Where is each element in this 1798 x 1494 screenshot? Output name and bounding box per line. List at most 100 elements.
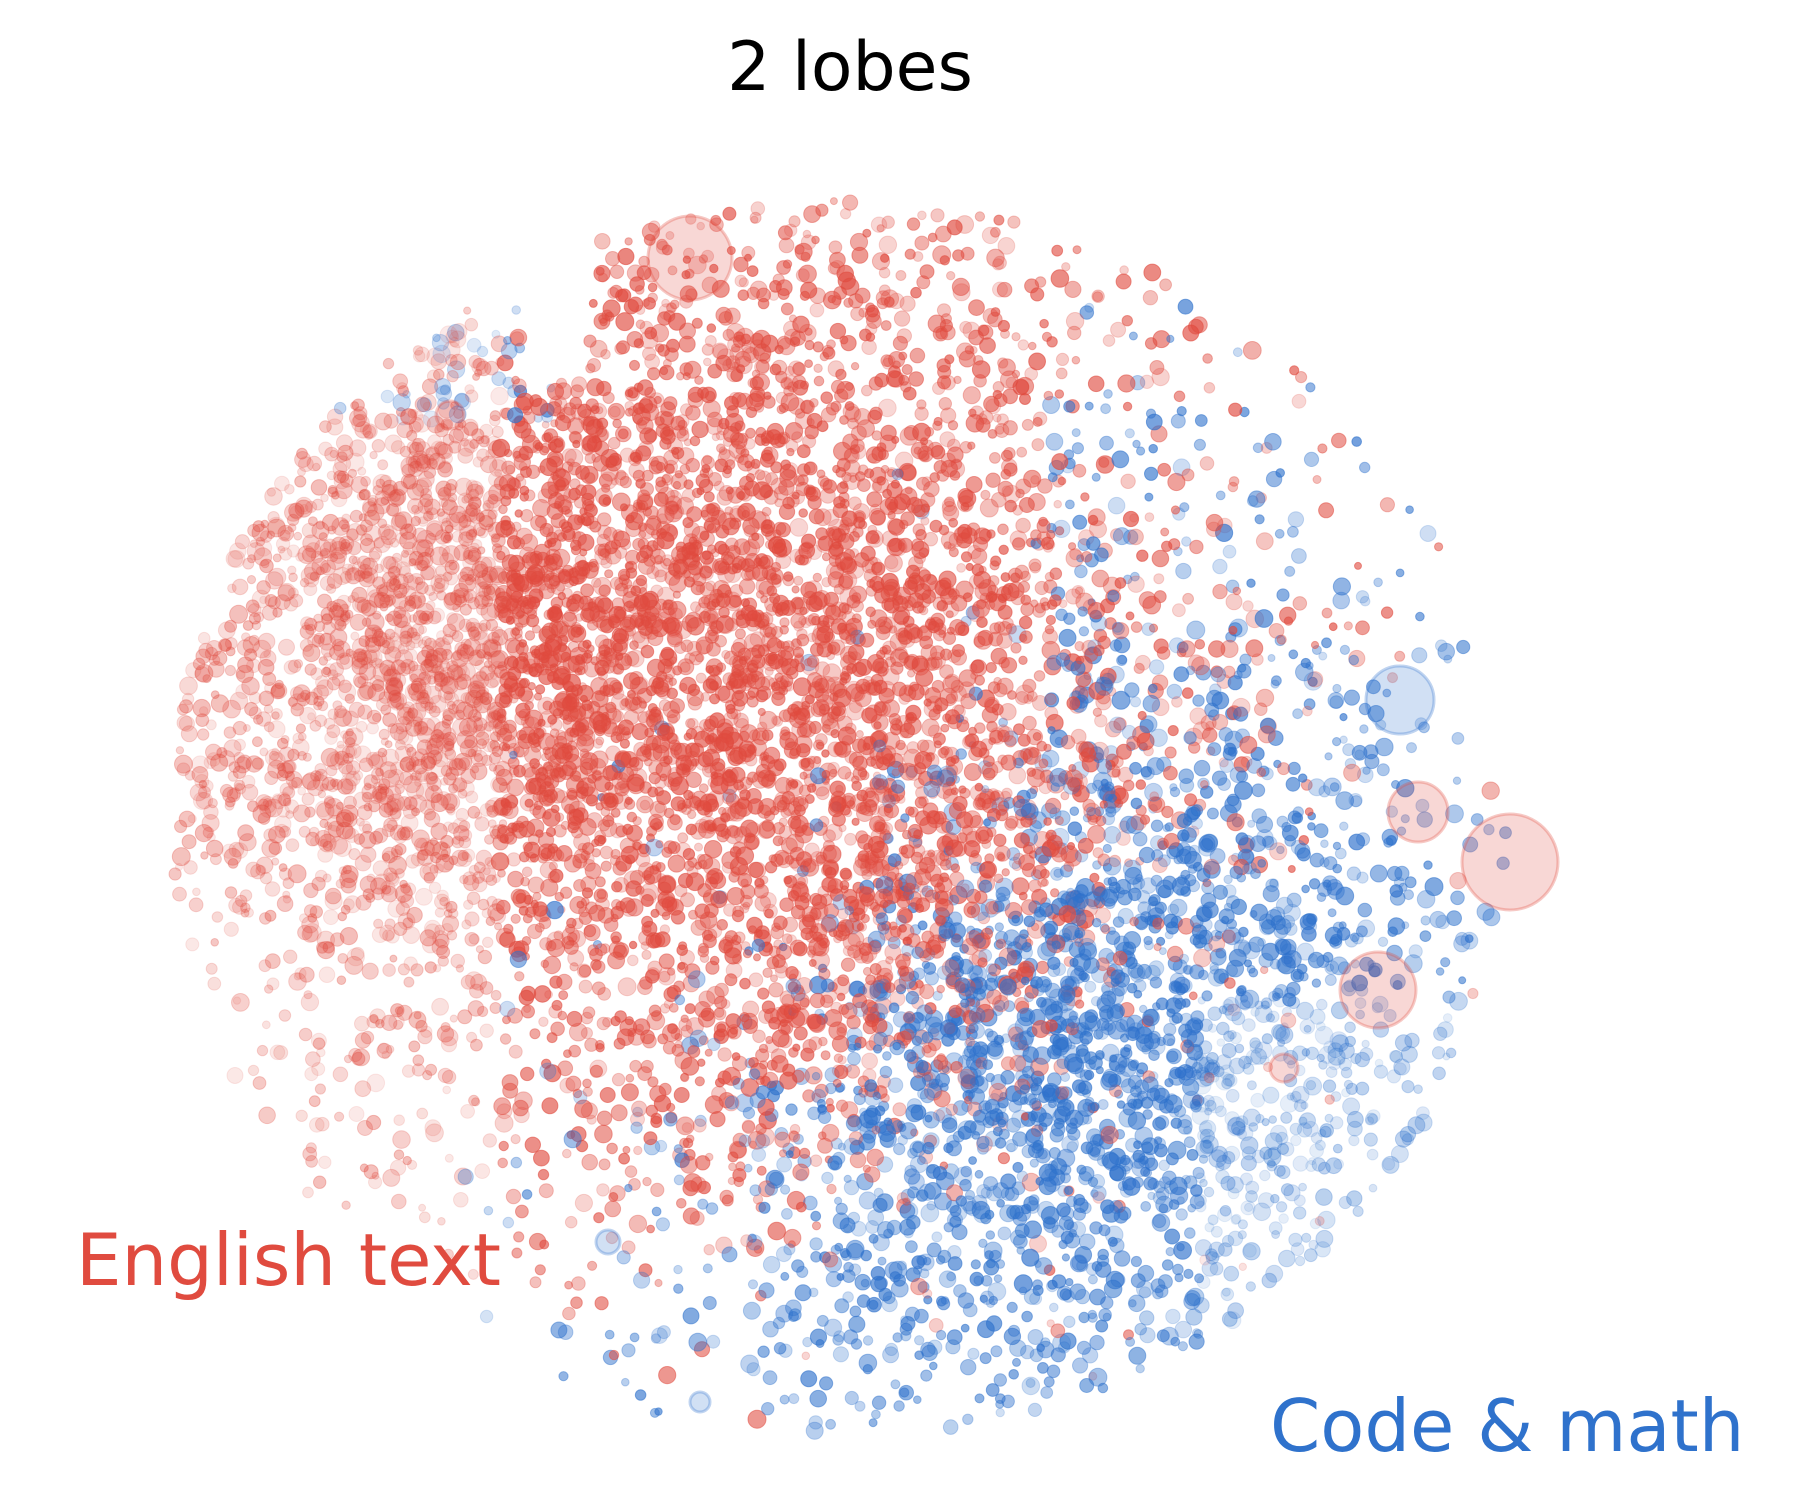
point-english-text bbox=[785, 422, 804, 441]
point-code-math bbox=[1141, 1141, 1154, 1154]
point-english-text bbox=[409, 460, 423, 473]
point-english-text bbox=[513, 1231, 525, 1243]
point-code-math bbox=[1102, 843, 1112, 854]
point-code-math bbox=[858, 1353, 878, 1373]
point-code-math bbox=[1419, 930, 1432, 942]
point-code-math bbox=[827, 1155, 843, 1171]
point-code-math bbox=[1192, 1019, 1204, 1031]
point-english-text bbox=[844, 771, 855, 782]
point-english-text bbox=[348, 555, 358, 565]
point-english-text bbox=[223, 921, 239, 937]
point-english-text bbox=[1188, 741, 1201, 754]
point-english-text bbox=[793, 575, 804, 586]
point-code-math bbox=[1103, 1279, 1123, 1299]
point-english-text bbox=[617, 247, 635, 266]
point-english-text bbox=[271, 857, 280, 866]
point-english-text bbox=[997, 237, 1016, 255]
point-english-text bbox=[457, 447, 474, 464]
point-code-math bbox=[1045, 432, 1064, 451]
point-code-math bbox=[1405, 505, 1414, 515]
point-english-text bbox=[666, 1102, 676, 1113]
point-english-text bbox=[938, 397, 952, 411]
point-english-text bbox=[1173, 390, 1186, 403]
point-english-text bbox=[583, 923, 601, 942]
point-code-math bbox=[743, 1163, 753, 1173]
point-english-text bbox=[695, 639, 711, 655]
point-english-text bbox=[267, 567, 287, 587]
point-english-text bbox=[278, 825, 292, 838]
point-code-math bbox=[1179, 777, 1195, 793]
point-english-text bbox=[956, 563, 966, 573]
point-english-text bbox=[593, 1212, 605, 1224]
point-english-text bbox=[1151, 549, 1170, 568]
point-english-text bbox=[463, 306, 472, 315]
point-code-math bbox=[1435, 967, 1445, 976]
point-english-text bbox=[252, 1076, 267, 1090]
point-code-math bbox=[1382, 1157, 1396, 1171]
point-code-math bbox=[1394, 1034, 1413, 1052]
point-code-math bbox=[970, 972, 979, 982]
point-english-text bbox=[443, 860, 454, 871]
point-english-text bbox=[1031, 438, 1045, 452]
point-english-text bbox=[803, 461, 818, 476]
point-english-text bbox=[278, 638, 295, 656]
point-english-text bbox=[537, 852, 549, 864]
point-english-text bbox=[804, 359, 813, 369]
point-english-text bbox=[510, 913, 521, 924]
point-code-math bbox=[1361, 1039, 1370, 1049]
point-english-text bbox=[1035, 960, 1050, 975]
point-code-math bbox=[1137, 1264, 1155, 1282]
point-code-math bbox=[1057, 772, 1068, 783]
point-code-math bbox=[1129, 761, 1142, 775]
point-code-math bbox=[1005, 1117, 1022, 1133]
point-english-text bbox=[650, 908, 660, 919]
point-english-text bbox=[754, 469, 766, 481]
point-code-math bbox=[1257, 859, 1267, 868]
point-english-text bbox=[781, 933, 793, 944]
point-english-text bbox=[414, 837, 429, 852]
point-code-math bbox=[962, 1413, 974, 1426]
point-english-text bbox=[629, 359, 640, 371]
point-english-text bbox=[828, 240, 843, 255]
point-code-math bbox=[1063, 612, 1076, 625]
point-code-math bbox=[942, 1419, 959, 1435]
point-code-math bbox=[882, 1051, 892, 1061]
point-english-text bbox=[695, 653, 705, 663]
point-english-text bbox=[483, 721, 495, 732]
point-english-text bbox=[930, 656, 943, 669]
point-code-math bbox=[1090, 1189, 1099, 1198]
point-english-text bbox=[489, 1002, 502, 1014]
point-english-text bbox=[429, 733, 444, 749]
point-code-math bbox=[892, 1332, 903, 1343]
point-english-text bbox=[298, 913, 309, 924]
point-english-text bbox=[1001, 868, 1010, 877]
point-english-text bbox=[538, 1183, 554, 1199]
point-english-text bbox=[249, 539, 259, 549]
point-code-math bbox=[862, 1335, 874, 1346]
point-english-text bbox=[839, 867, 852, 880]
point-english-text bbox=[866, 491, 883, 508]
point-english-text bbox=[545, 826, 557, 838]
point-english-text bbox=[339, 570, 353, 584]
point-code-math bbox=[1091, 472, 1101, 482]
point-english-text bbox=[491, 629, 509, 646]
point-english-text bbox=[703, 840, 723, 859]
point-english-text bbox=[1022, 678, 1037, 694]
point-english-text bbox=[301, 915, 320, 934]
point-code-math bbox=[960, 1165, 973, 1178]
point-code-math bbox=[927, 1339, 943, 1355]
point-english-text bbox=[944, 354, 955, 365]
point-english-text bbox=[685, 718, 696, 729]
point-english-text bbox=[1481, 781, 1500, 800]
point-code-math bbox=[993, 1373, 1007, 1387]
point-english-text bbox=[226, 1067, 244, 1084]
point-english-text bbox=[382, 357, 395, 370]
point-english-text bbox=[781, 790, 796, 805]
point-english-text bbox=[396, 796, 412, 812]
point-code-math bbox=[1362, 766, 1371, 775]
point-english-text bbox=[829, 197, 838, 206]
point-english-text bbox=[457, 492, 474, 509]
point-english-text bbox=[818, 1036, 828, 1047]
point-english-text bbox=[685, 823, 698, 836]
point-english-text bbox=[311, 498, 324, 511]
